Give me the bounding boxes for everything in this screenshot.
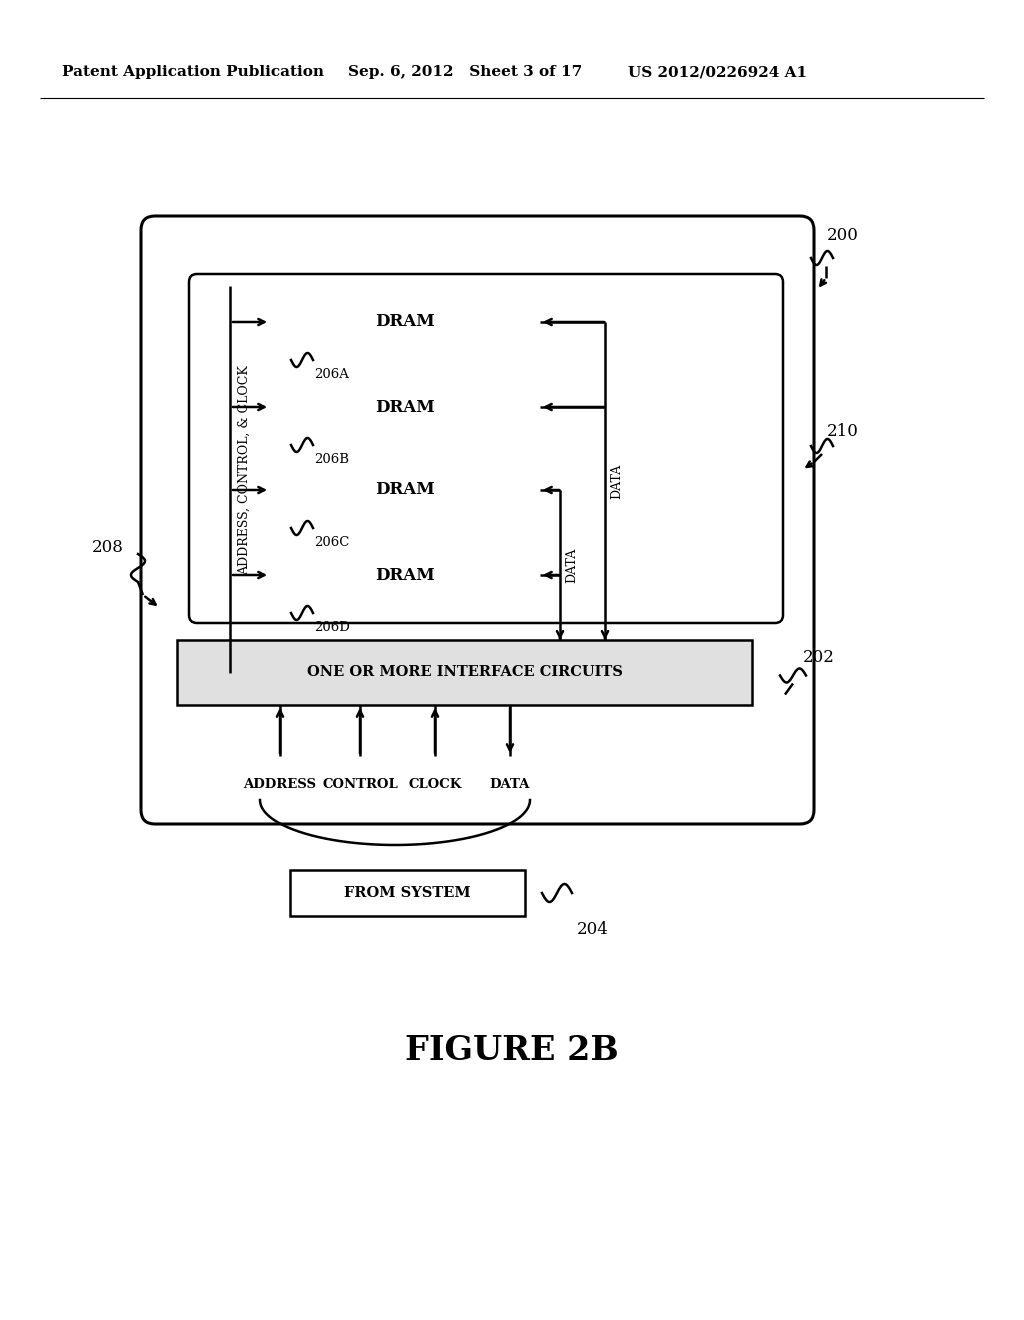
Text: ADDRESS, CONTROL, & CLOCK: ADDRESS, CONTROL, & CLOCK <box>238 366 251 576</box>
Text: 206C: 206C <box>314 536 349 549</box>
Text: 202: 202 <box>803 649 835 667</box>
Bar <box>290 870 525 916</box>
Bar <box>270 385 540 429</box>
Text: 206D: 206D <box>314 620 350 634</box>
Text: Sep. 6, 2012   Sheet 3 of 17: Sep. 6, 2012 Sheet 3 of 17 <box>348 65 583 79</box>
Text: 210: 210 <box>827 424 859 441</box>
Bar <box>270 300 540 345</box>
FancyBboxPatch shape <box>141 216 814 824</box>
Bar <box>270 469 540 512</box>
Text: 208: 208 <box>92 540 124 557</box>
Text: 204: 204 <box>577 921 609 939</box>
Text: Patent Application Publication: Patent Application Publication <box>62 65 324 79</box>
Text: ADDRESS: ADDRESS <box>244 777 316 791</box>
Text: DRAM: DRAM <box>375 399 435 416</box>
Bar <box>177 640 752 705</box>
Text: ONE OR MORE INTERFACE CIRCUITS: ONE OR MORE INTERFACE CIRCUITS <box>306 665 623 680</box>
Text: 206B: 206B <box>314 453 349 466</box>
Text: CLOCK: CLOCK <box>409 777 462 791</box>
Bar <box>554 484 566 496</box>
Text: 200: 200 <box>827 227 859 244</box>
Text: DRAM: DRAM <box>375 482 435 499</box>
Text: DATA: DATA <box>610 463 624 499</box>
Text: DRAM: DRAM <box>375 314 435 330</box>
Text: FROM SYSTEM: FROM SYSTEM <box>344 886 471 900</box>
FancyBboxPatch shape <box>189 275 783 623</box>
Text: DATA: DATA <box>489 777 530 791</box>
Text: US 2012/0226924 A1: US 2012/0226924 A1 <box>628 65 807 79</box>
Bar <box>270 553 540 597</box>
Text: CONTROL: CONTROL <box>323 777 398 791</box>
Text: 206A: 206A <box>314 368 349 381</box>
Text: DRAM: DRAM <box>375 566 435 583</box>
Text: DATA: DATA <box>565 548 579 582</box>
Text: FIGURE 2B: FIGURE 2B <box>406 1034 618 1067</box>
